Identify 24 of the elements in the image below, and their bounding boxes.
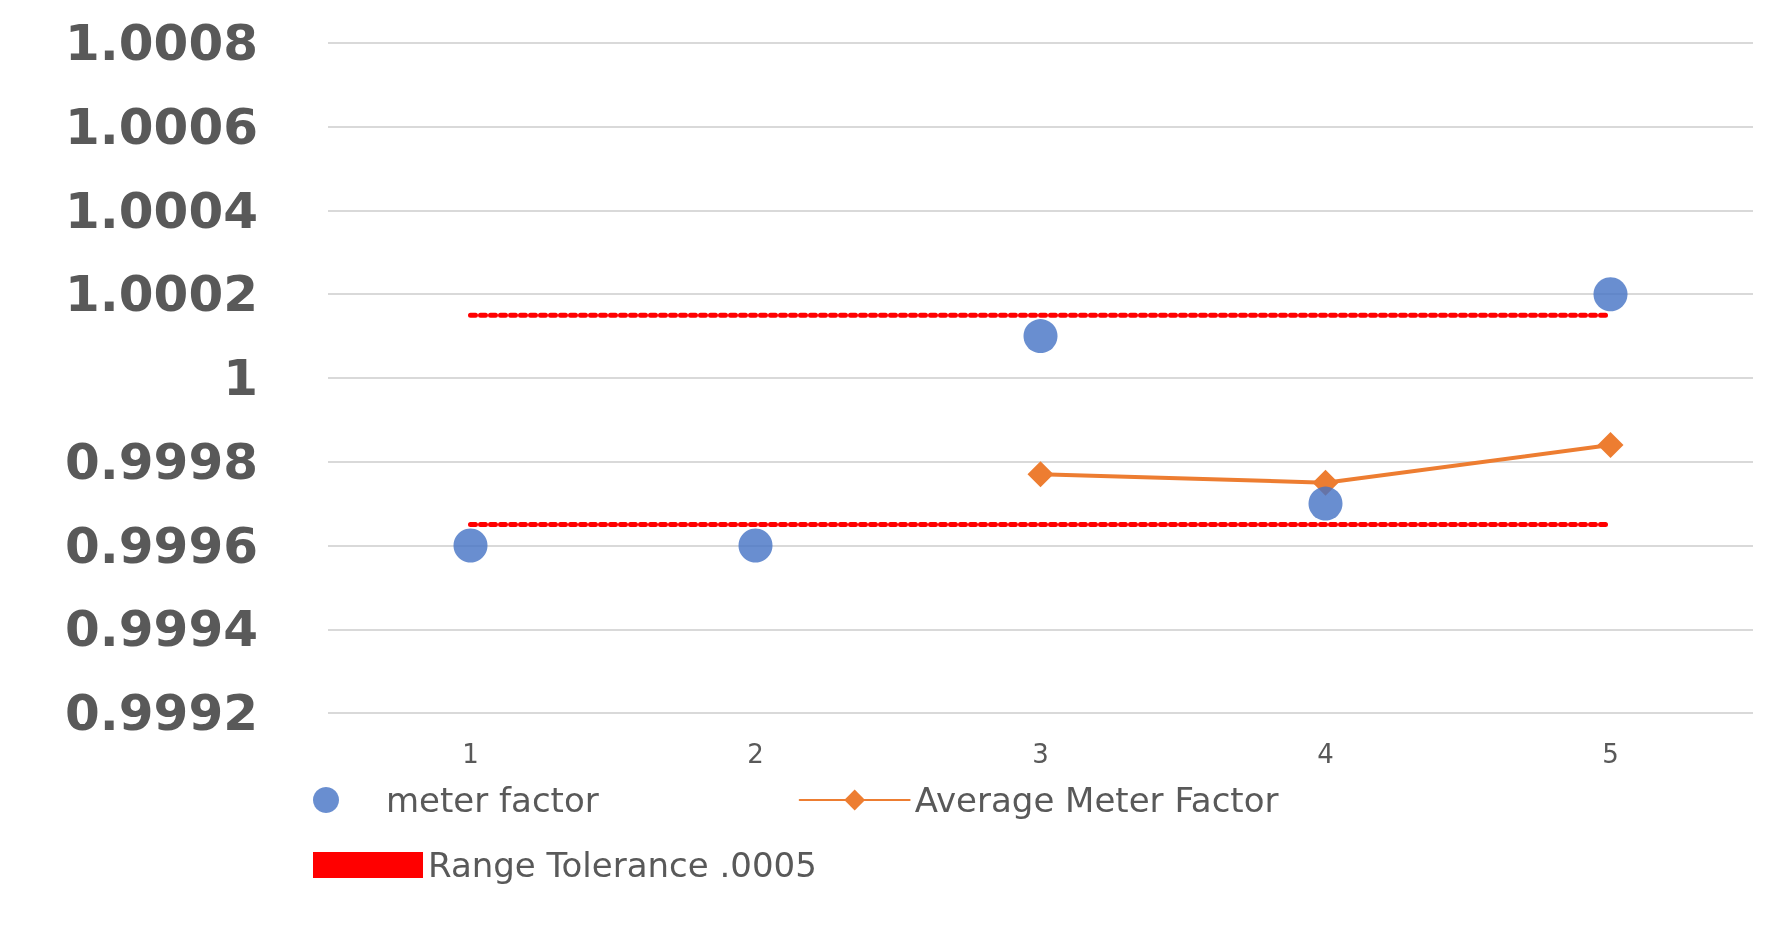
y-tick-label: 0.9992 [65,684,258,742]
y-tick-label: 1.0002 [65,265,258,324]
y-tick-label: 0.9996 [65,516,258,575]
point [1593,277,1628,312]
point [1023,319,1058,354]
point [738,528,773,563]
y-tick-label: 1.0006 [65,97,258,156]
legend-label: Average Meter Factor [914,780,1279,820]
x-tick-label: 2 [747,739,764,769]
y-tick-label: 1 [223,349,258,407]
legend-label: Range Tolerance .0005 [428,845,817,885]
x-tick-label: 4 [1317,739,1334,769]
point [1597,432,1624,458]
x-tick-label: 1 [462,739,479,769]
y-tick-label: 1.0004 [65,181,258,240]
point [453,528,488,563]
x-tick-label: 5 [1602,739,1619,769]
point [1027,461,1054,488]
y-tick-label: 1.0008 [65,14,258,72]
y-tick-label: 0.9994 [65,600,258,659]
point [1308,486,1343,521]
x-tick-label: 3 [1032,739,1049,769]
legend-label: meter factor [386,780,599,820]
y-tick-label: 0.9998 [65,432,258,491]
